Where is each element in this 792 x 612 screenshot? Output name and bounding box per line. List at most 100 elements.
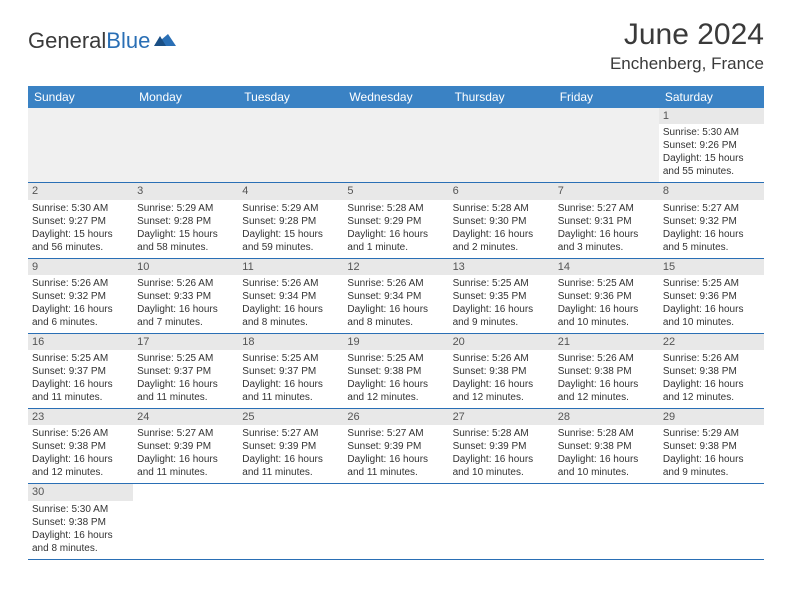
calendar-cell: [659, 484, 764, 558]
calendar-cell: [238, 108, 343, 182]
calendar-cell: [343, 108, 448, 182]
calendar-cell: 7 Sunrise: 5:27 AM Sunset: 9:31 PM Daylig…: [554, 183, 659, 257]
day-details: Sunrise: 5:29 AM Sunset: 9:38 PM Dayligh…: [663, 427, 760, 479]
calendar-cell: 4 Sunrise: 5:29 AM Sunset: 9:28 PM Daylig…: [238, 183, 343, 257]
calendar-cell: 25 Sunrise: 5:27 AM Sunset: 9:39 PM Dayli…: [238, 409, 343, 483]
calendar-cell: [133, 484, 238, 558]
day-details: Sunrise: 5:27 AM Sunset: 9:39 PM Dayligh…: [242, 427, 339, 479]
day-details: Sunrise: 5:26 AM Sunset: 9:34 PM Dayligh…: [242, 277, 339, 329]
day-details: Sunrise: 5:25 AM Sunset: 9:36 PM Dayligh…: [663, 277, 760, 329]
day-number: 11: [238, 259, 343, 275]
day-number: 15: [659, 259, 764, 275]
calendar-cell: 5Sunrise: 5:28 AM Sunset: 9:29 PM Daylig…: [343, 183, 448, 257]
day-details: Sunrise: 5:28 AM Sunset: 9:38 PM Dayligh…: [558, 427, 655, 479]
weekday-header: Friday: [554, 86, 659, 108]
day-details: Sunrise: 5:30 AM Sunset: 9:38 PM Dayligh…: [32, 503, 129, 555]
calendar-cell: 11 Sunrise: 5:26 AM Sunset: 9:34 PM Dayli…: [238, 259, 343, 333]
calendar-cell: 30Sunrise: 5:30 AM Sunset: 9:38 PM Dayli…: [28, 484, 133, 558]
day-number: 9: [28, 259, 133, 275]
day-details: Sunrise: 5:25 AM Sunset: 9:37 PM Dayligh…: [32, 352, 129, 404]
calendar-cell: 10 Sunrise: 5:26 AM Sunset: 9:33 PM Dayli…: [133, 259, 238, 333]
calendar-cell: 1Sunrise: 5:30 AM Sunset: 9:26 PM Daylig…: [659, 108, 764, 182]
calendar-cell: 6 Sunrise: 5:28 AM Sunset: 9:30 PM Daylig…: [449, 183, 554, 257]
month-title: June 2024: [610, 18, 764, 52]
calendar-cell: 3Sunrise: 5:29 AM Sunset: 9:28 PM Daylig…: [133, 183, 238, 257]
calendar-row: 30Sunrise: 5:30 AM Sunset: 9:38 PM Dayli…: [28, 484, 764, 559]
day-number: 24: [133, 409, 238, 425]
day-details: Sunrise: 5:25 AM Sunset: 9:35 PM Dayligh…: [453, 277, 550, 329]
calendar-row: 2 Sunrise: 5:30 AM Sunset: 9:27 PM Daylig…: [28, 183, 764, 258]
day-details: Sunrise: 5:29 AM Sunset: 9:28 PM Dayligh…: [242, 202, 339, 254]
day-details: Sunrise: 5:26 AM Sunset: 9:34 PM Dayligh…: [347, 277, 444, 329]
calendar-cell: [449, 484, 554, 558]
calendar-cell: 24 Sunrise: 5:27 AM Sunset: 9:39 PM Dayli…: [133, 409, 238, 483]
day-number: 23: [28, 409, 133, 425]
calendar-header-row: SundayMondayTuesdayWednesdayThursdayFrid…: [28, 86, 764, 108]
calendar-cell: 19 Sunrise: 5:25 AM Sunset: 9:38 PM Dayli…: [343, 334, 448, 408]
day-number: 10: [133, 259, 238, 275]
calendar-cell: [449, 108, 554, 182]
calendar-cell: [554, 108, 659, 182]
day-details: Sunrise: 5:25 AM Sunset: 9:37 PM Dayligh…: [137, 352, 234, 404]
day-number: 6: [449, 183, 554, 199]
calendar: SundayMondayTuesdayWednesdayThursdayFrid…: [28, 86, 764, 560]
day-number: 2: [28, 183, 133, 199]
day-number: 7: [554, 183, 659, 199]
day-details: Sunrise: 5:27 AM Sunset: 9:39 PM Dayligh…: [347, 427, 444, 479]
day-details: Sunrise: 5:25 AM Sunset: 9:36 PM Dayligh…: [558, 277, 655, 329]
day-details: Sunrise: 5:25 AM Sunset: 9:38 PM Dayligh…: [347, 352, 444, 404]
calendar-cell: [28, 108, 133, 182]
day-details: Sunrise: 5:26 AM Sunset: 9:33 PM Dayligh…: [137, 277, 234, 329]
day-number: 20: [449, 334, 554, 350]
calendar-cell: [133, 108, 238, 182]
calendar-cell: 27 Sunrise: 5:28 AM Sunset: 9:39 PM Dayli…: [449, 409, 554, 483]
calendar-row: 1Sunrise: 5:30 AM Sunset: 9:26 PM Daylig…: [28, 108, 764, 183]
weekday-header: Saturday: [659, 86, 764, 108]
day-number: 5: [343, 183, 448, 199]
day-number: 25: [238, 409, 343, 425]
day-details: Sunrise: 5:27 AM Sunset: 9:39 PM Dayligh…: [137, 427, 234, 479]
title-block: June 2024 Enchenberg, France: [610, 18, 764, 74]
calendar-cell: 13 Sunrise: 5:25 AM Sunset: 9:35 PM Dayli…: [449, 259, 554, 333]
day-number: 13: [449, 259, 554, 275]
calendar-cell: 12Sunrise: 5:26 AM Sunset: 9:34 PM Dayli…: [343, 259, 448, 333]
calendar-cell: 28 Sunrise: 5:28 AM Sunset: 9:38 PM Dayli…: [554, 409, 659, 483]
calendar-cell: 18Sunrise: 5:25 AM Sunset: 9:37 PM Dayli…: [238, 334, 343, 408]
calendar-row: 16Sunrise: 5:25 AM Sunset: 9:37 PM Dayli…: [28, 334, 764, 409]
day-number: 16: [28, 334, 133, 350]
day-number: 14: [554, 259, 659, 275]
calendar-cell: [554, 484, 659, 558]
calendar-cell: 22Sunrise: 5:26 AM Sunset: 9:38 PM Dayli…: [659, 334, 764, 408]
calendar-cell: 21Sunrise: 5:26 AM Sunset: 9:38 PM Dayli…: [554, 334, 659, 408]
day-number: 27: [449, 409, 554, 425]
day-number: 17: [133, 334, 238, 350]
day-details: Sunrise: 5:26 AM Sunset: 9:38 PM Dayligh…: [453, 352, 550, 404]
day-details: Sunrise: 5:27 AM Sunset: 9:31 PM Dayligh…: [558, 202, 655, 254]
day-number: 28: [554, 409, 659, 425]
day-details: Sunrise: 5:26 AM Sunset: 9:38 PM Dayligh…: [32, 427, 129, 479]
calendar-cell: 29 Sunrise: 5:29 AM Sunset: 9:38 PM Dayli…: [659, 409, 764, 483]
calendar-cell: 2 Sunrise: 5:30 AM Sunset: 9:27 PM Daylig…: [28, 183, 133, 257]
day-details: Sunrise: 5:30 AM Sunset: 9:27 PM Dayligh…: [32, 202, 129, 254]
calendar-body: 1Sunrise: 5:30 AM Sunset: 9:26 PM Daylig…: [28, 108, 764, 560]
calendar-cell: 17 Sunrise: 5:25 AM Sunset: 9:37 PM Dayli…: [133, 334, 238, 408]
weekday-header: Sunday: [28, 86, 133, 108]
calendar-cell: 20 Sunrise: 5:26 AM Sunset: 9:38 PM Dayli…: [449, 334, 554, 408]
day-number: 21: [554, 334, 659, 350]
calendar-cell: 9Sunrise: 5:26 AM Sunset: 9:32 PM Daylig…: [28, 259, 133, 333]
day-details: Sunrise: 5:28 AM Sunset: 9:30 PM Dayligh…: [453, 202, 550, 254]
day-details: Sunrise: 5:29 AM Sunset: 9:28 PM Dayligh…: [137, 202, 234, 254]
day-details: Sunrise: 5:25 AM Sunset: 9:37 PM Dayligh…: [242, 352, 339, 404]
weekday-header: Thursday: [449, 86, 554, 108]
weekday-header: Wednesday: [343, 86, 448, 108]
calendar-cell: 23 Sunrise: 5:26 AM Sunset: 9:38 PM Dayli…: [28, 409, 133, 483]
day-details: Sunrise: 5:28 AM Sunset: 9:39 PM Dayligh…: [453, 427, 550, 479]
location-label: Enchenberg, France: [610, 54, 764, 74]
logo-text-blue: Blue: [106, 28, 150, 54]
day-number: 4: [238, 183, 343, 199]
day-number: 29: [659, 409, 764, 425]
day-number: 19: [343, 334, 448, 350]
calendar-cell: 26Sunrise: 5:27 AM Sunset: 9:39 PM Dayli…: [343, 409, 448, 483]
page-header: GeneralBlue June 2024 Enchenberg, France: [0, 0, 792, 82]
calendar-cell: 8Sunrise: 5:27 AM Sunset: 9:32 PM Daylig…: [659, 183, 764, 257]
